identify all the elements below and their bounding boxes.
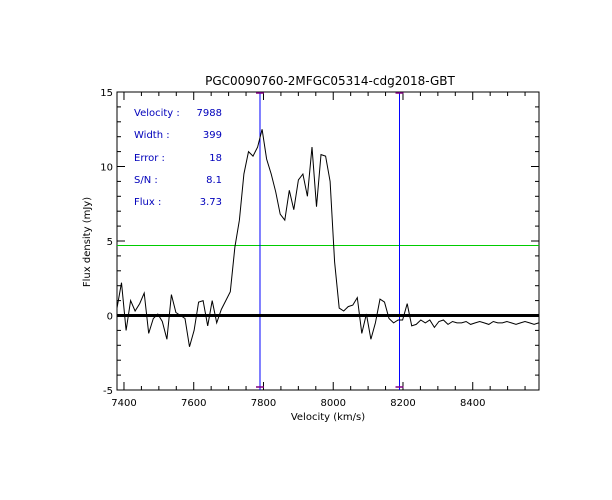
x-tick-label: 7800: [251, 398, 276, 409]
y-tick-label: 10: [100, 163, 113, 174]
sn-label: S/N :: [134, 175, 158, 186]
x-tick-label: 8200: [390, 398, 415, 409]
y-tick-label: -5: [103, 386, 113, 397]
flux-label: Flux :: [134, 197, 161, 208]
flux-value: 3.73: [200, 197, 222, 208]
width-label: Width :: [134, 130, 170, 141]
x-tick-label: 7400: [111, 398, 136, 409]
sn-value: 8.1: [206, 175, 222, 186]
spectrum-line: [116, 129, 539, 347]
annotation-box: Velocity : 7988 Width : 399 Error : 18 S…: [134, 108, 222, 208]
y-axis-label: Flux density (mJy): [82, 197, 93, 287]
error-label: Error :: [134, 153, 165, 164]
y-tick-label: 0: [107, 312, 113, 323]
x-tick-label: 7600: [181, 398, 206, 409]
error-value: 18: [209, 153, 222, 164]
y-tick-label: 5: [107, 237, 113, 248]
velocity-value: 7988: [197, 108, 222, 119]
x-axis-label: Velocity (km/s): [291, 412, 365, 423]
y-tick-label: 15: [100, 88, 113, 99]
width-value: 399: [203, 130, 222, 141]
x-tick-label: 8000: [321, 398, 346, 409]
chart-title: PGC0090760-2MFGC05314-cdg2018-GBT: [205, 74, 455, 88]
plot-area: 7400 7600 7800 8000 8200 8400 -5 0 5 10 15: [100, 88, 540, 409]
x-tick-label: 8400: [460, 398, 485, 409]
velocity-label: Velocity :: [134, 108, 180, 119]
